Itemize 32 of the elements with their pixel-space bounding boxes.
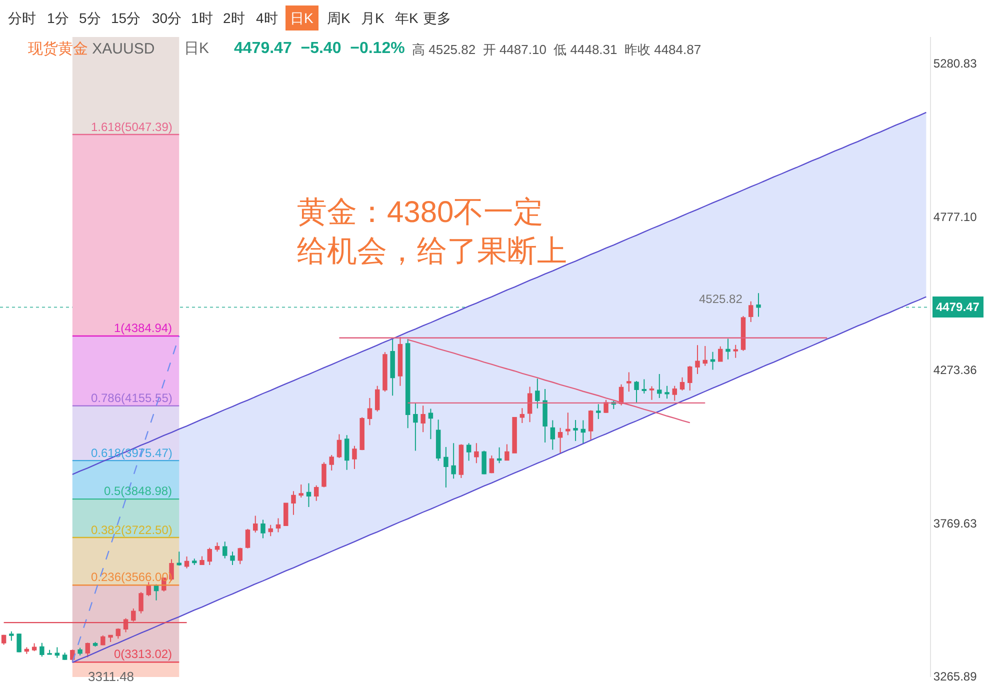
series-label: 0.5(3848.98) (104, 484, 172, 498)
annotation: 4479.47 −5.40 −0.12% (234, 40, 405, 57)
text: 周K (327, 10, 351, 26)
chart-title: 现货黄金 XAUUSD (28, 40, 155, 58)
text: 年K (395, 10, 419, 26)
text: 5分 (79, 10, 101, 26)
y-tick-label: 4273.36 (933, 363, 978, 378)
text: 1时 (191, 10, 213, 26)
text: 更多 (423, 10, 451, 26)
series-label: 0(3313.02) (114, 647, 172, 661)
y-tick-label: 3769.63 (933, 516, 978, 530)
annotation: 黄金：4380不一定给机会，给了果断上 (297, 196, 567, 268)
text: 4时 (256, 10, 278, 26)
text: 2时 (223, 10, 245, 26)
text: 分时 (8, 10, 36, 26)
annotation: 4525.82 (699, 292, 743, 306)
text: 日K (290, 10, 314, 26)
y-tick-label: 3265.89 (933, 670, 978, 684)
series-label: 0.786(4155.55) (91, 391, 172, 405)
annotation: 3311.48 (88, 669, 134, 684)
series-label: 1(4384.94) (114, 321, 172, 335)
annotation: 高 4525.82 开 4487.10 低 4448.31 昨收 4484.87 (412, 42, 702, 57)
chart-subtitle: 日K (184, 40, 210, 57)
ref-line-label: 4479.47 (936, 300, 980, 314)
series-label: 1.618(5047.39) (91, 120, 172, 134)
y-tick-label: 4777.10 (933, 210, 978, 224)
text: 月K (361, 10, 385, 26)
text: 30分 (152, 10, 182, 26)
y-tick-label: 5280.83 (933, 56, 978, 71)
text: 15分 (111, 10, 141, 26)
series-label: 0.382(3722.50) (91, 523, 172, 537)
text: 1分 (47, 10, 69, 26)
